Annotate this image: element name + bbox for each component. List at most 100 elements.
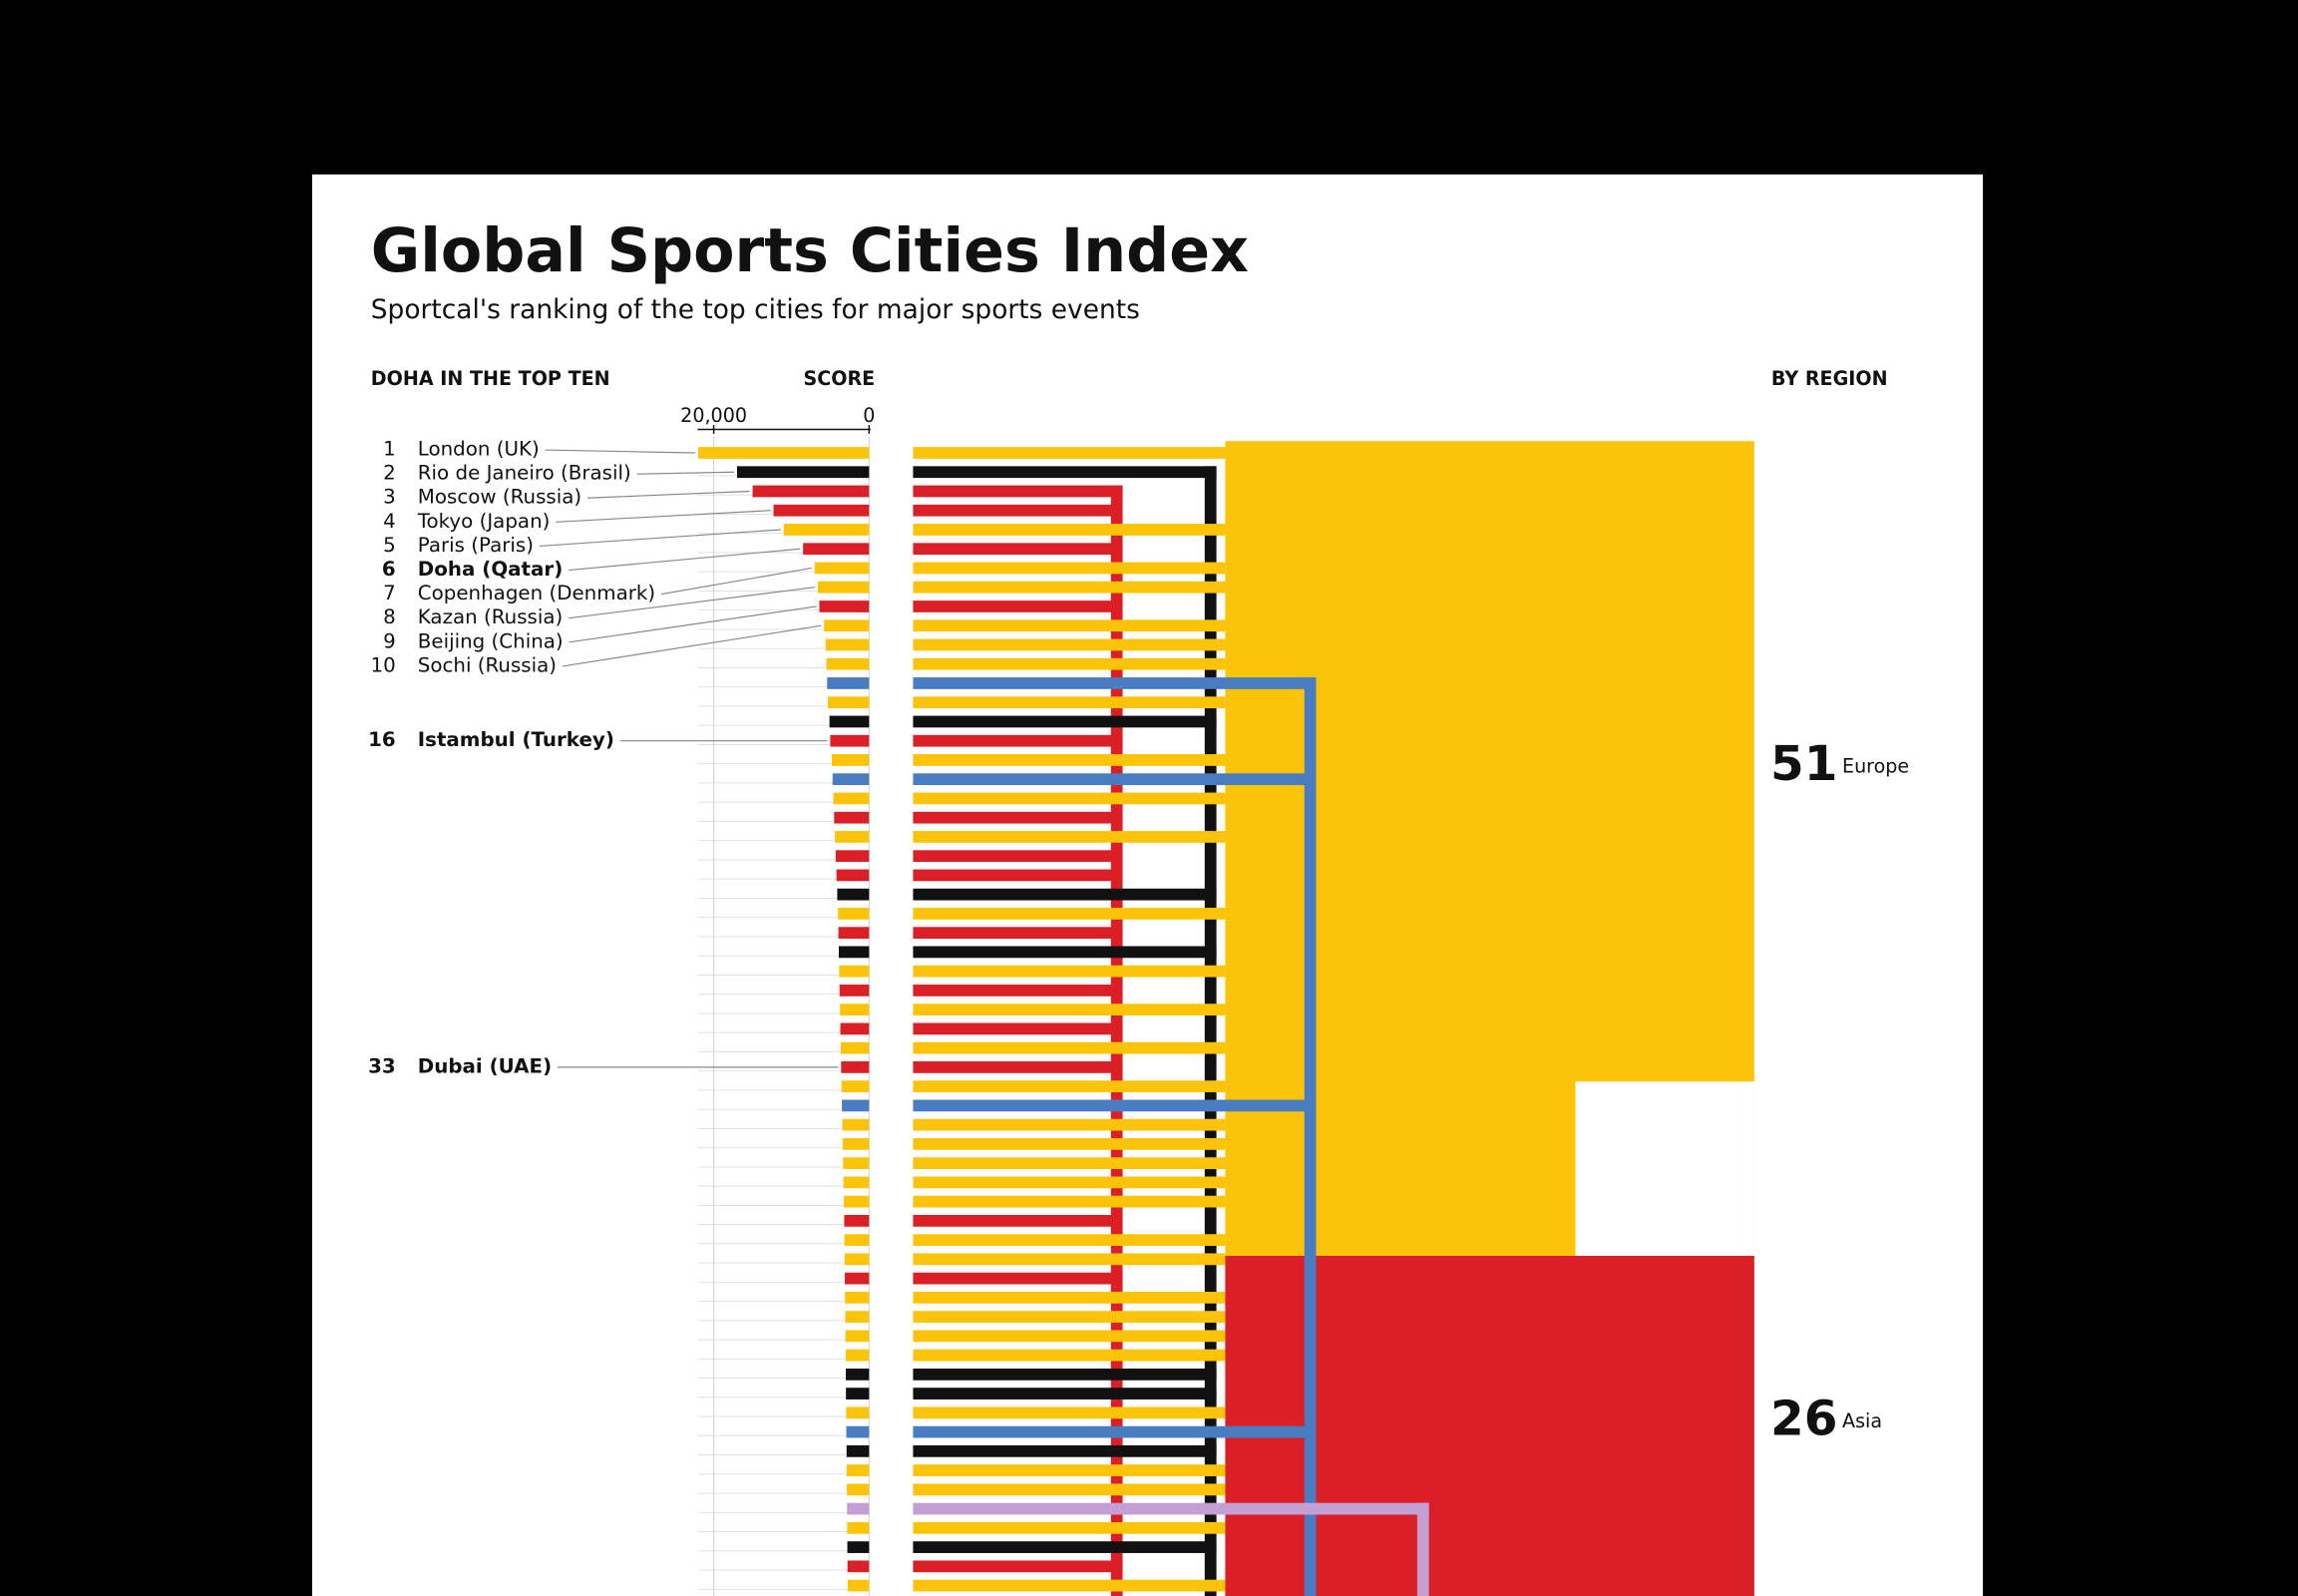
bar xyxy=(837,888,870,901)
connector xyxy=(913,1099,1317,1112)
bar xyxy=(783,524,870,536)
bar xyxy=(835,831,870,843)
bar xyxy=(840,1041,870,1054)
bar xyxy=(843,1157,870,1170)
city-label: Istambul (Turkey) xyxy=(418,728,614,751)
connector xyxy=(913,888,1217,901)
rank-label: 5 xyxy=(383,534,396,557)
connector xyxy=(913,581,1226,594)
city-label: London (UK) xyxy=(418,438,540,461)
rank-label: 4 xyxy=(383,510,396,533)
connector xyxy=(913,1560,1123,1573)
bar xyxy=(847,1483,870,1496)
bar xyxy=(814,562,870,575)
connector xyxy=(913,696,1226,709)
bar xyxy=(773,504,870,517)
bar xyxy=(839,965,870,978)
bar xyxy=(844,1234,870,1246)
connector xyxy=(913,504,1123,517)
bar xyxy=(827,677,870,689)
bar xyxy=(838,908,870,920)
bar xyxy=(847,1579,870,1592)
bar xyxy=(838,946,870,959)
bar xyxy=(846,1444,870,1457)
connector xyxy=(913,1195,1226,1208)
bar xyxy=(846,1425,870,1438)
left-heading: DOHA IN THE TOP TEN xyxy=(371,367,610,390)
subtitle: Sportcal's ranking of the top cities for… xyxy=(371,294,1140,325)
connector xyxy=(913,773,1317,786)
score-heading: SCORE xyxy=(803,367,875,390)
leader-line xyxy=(556,510,771,523)
region-name: Europe xyxy=(1842,754,1909,777)
connector xyxy=(913,1022,1123,1035)
connector xyxy=(913,927,1123,940)
city-label: Kazan (Russia) xyxy=(418,605,563,628)
bar xyxy=(841,1061,870,1073)
connector xyxy=(913,1425,1317,1438)
city-label: Moscow (Russia) xyxy=(418,486,581,509)
bar xyxy=(834,811,870,824)
rank-label: 2 xyxy=(383,462,396,485)
collector xyxy=(1110,485,1123,1596)
connector xyxy=(913,677,1317,689)
connector xyxy=(913,600,1123,612)
leader-line xyxy=(660,567,812,596)
rank-label: 6 xyxy=(382,558,396,581)
region-name: Asia xyxy=(1842,1409,1882,1432)
bar xyxy=(845,1330,870,1343)
chart-title: Global Sports Cities Index xyxy=(371,216,1249,286)
bar xyxy=(845,1291,870,1304)
city-label: Doha (Qatar) xyxy=(418,558,563,581)
bar xyxy=(843,1176,870,1189)
bar xyxy=(845,1368,870,1381)
bar xyxy=(840,1022,870,1035)
connector xyxy=(913,965,1226,978)
connector xyxy=(913,831,1226,843)
bar xyxy=(839,985,870,997)
bar xyxy=(819,600,870,612)
connector xyxy=(913,1080,1226,1093)
city-label: Dubai (UAE) xyxy=(418,1054,552,1077)
connector xyxy=(913,619,1226,632)
bar xyxy=(842,1118,870,1131)
leader-line xyxy=(587,490,750,499)
city-label: Copenhagen (Denmark) xyxy=(418,582,655,604)
bar xyxy=(841,1080,870,1093)
connector xyxy=(913,1368,1217,1381)
bar xyxy=(844,1195,870,1208)
connector xyxy=(913,985,1123,997)
connector xyxy=(913,734,1123,747)
region-count: 51 xyxy=(1770,736,1837,792)
connector xyxy=(913,1041,1226,1054)
connector xyxy=(913,1214,1123,1227)
connector xyxy=(913,1541,1217,1553)
connector xyxy=(913,1138,1226,1150)
connector xyxy=(913,850,1123,863)
connector xyxy=(913,1176,1226,1189)
city-label: Paris (Paris) xyxy=(418,534,534,557)
bar xyxy=(835,850,870,863)
leader-line xyxy=(545,449,696,454)
leader-line xyxy=(562,624,822,667)
connector xyxy=(913,524,1226,536)
connector xyxy=(913,1003,1226,1016)
connector xyxy=(913,1483,1226,1496)
bar xyxy=(825,638,870,651)
connector xyxy=(913,657,1226,670)
bar xyxy=(846,1388,870,1399)
connector xyxy=(913,447,1226,459)
bar xyxy=(831,754,870,766)
connector xyxy=(913,1330,1226,1343)
leader-line xyxy=(539,529,781,548)
bar xyxy=(842,1138,870,1150)
region-heading: BY REGION xyxy=(1771,367,1888,390)
x-tick-label: 20,000 xyxy=(680,404,747,427)
bar xyxy=(752,485,870,498)
bar xyxy=(817,581,870,594)
connector xyxy=(913,1061,1123,1073)
connector xyxy=(913,908,1226,920)
connector xyxy=(913,1444,1217,1457)
